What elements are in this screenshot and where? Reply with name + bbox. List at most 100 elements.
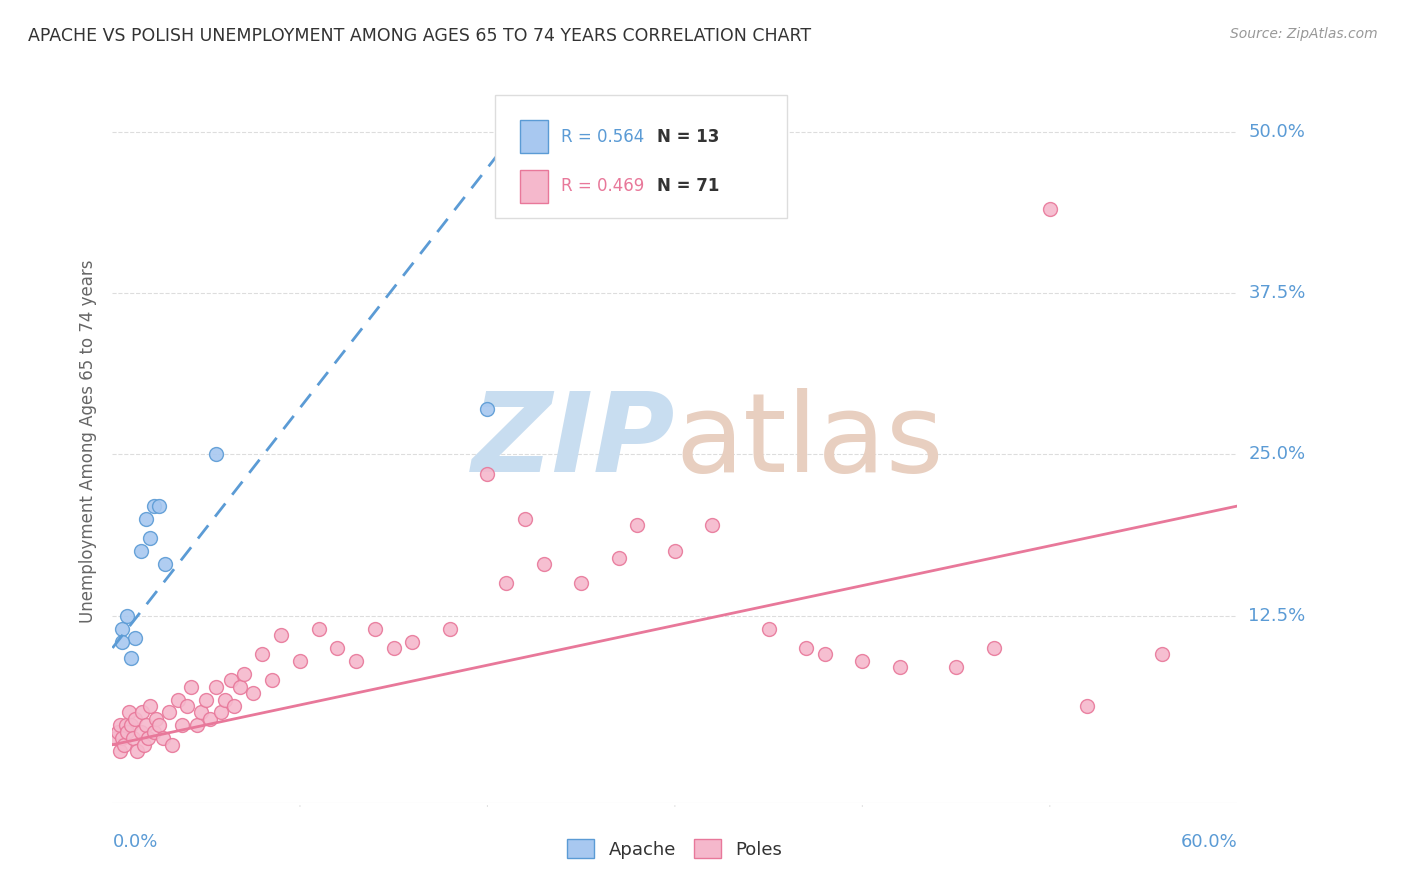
Point [111,622,134,636]
Point [120,651,142,665]
Point [814,648,837,662]
Point [167,692,190,706]
Point [439,622,461,636]
Point [477,467,499,481]
Point [122,731,145,746]
Point [232,666,254,681]
Point [209,706,232,720]
Point [198,712,221,726]
Point [607,550,630,565]
Point [148,499,170,513]
Point [219,673,242,688]
Text: 50.0%: 50.0% [1249,123,1305,141]
Text: APACHE VS POLISH UNEMPLOYMENT AMONG AGES 65 TO 74 YEARS CORRELATION CHART: APACHE VS POLISH UNEMPLOYMENT AMONG AGES… [28,27,811,45]
Text: 60.0%: 60.0% [1181,833,1237,851]
Point [794,640,817,655]
Point [664,544,686,558]
Point [111,731,134,746]
Point [1039,202,1062,217]
Text: N = 13: N = 13 [657,128,720,145]
Point [1076,699,1098,714]
Point [152,731,174,746]
Point [114,718,136,732]
Point [136,731,159,746]
Point [142,724,165,739]
Point [190,706,212,720]
Point [401,634,423,648]
Point [983,640,1005,655]
Point [170,718,193,732]
Point [135,718,157,732]
Point [758,622,780,636]
Point [945,660,967,674]
Point [129,544,152,558]
Point [382,640,405,655]
Text: N = 71: N = 71 [657,178,720,195]
Point [224,699,246,714]
Point [108,718,131,732]
Point [513,512,536,526]
Point [139,699,162,714]
Point [134,738,156,752]
Text: 12.5%: 12.5% [1249,607,1306,624]
Point [1152,648,1174,662]
Point [702,518,724,533]
Point [889,660,911,674]
Text: R = 0.469: R = 0.469 [561,178,644,195]
Point [162,738,184,752]
Point [569,576,592,591]
Point [176,699,198,714]
Point [111,634,134,648]
Point [229,680,252,694]
Point [108,744,131,758]
Text: 37.5%: 37.5% [1249,285,1306,302]
Point [125,744,148,758]
Point [204,680,226,694]
Point [495,576,517,591]
Point [139,531,162,545]
Point [148,718,170,732]
Point [308,622,330,636]
Text: R = 0.564: R = 0.564 [561,128,644,145]
FancyBboxPatch shape [520,170,548,202]
Point [214,692,236,706]
Point [364,622,387,636]
Point [195,692,218,706]
Point [180,680,202,694]
Point [626,518,648,533]
Point [157,706,180,720]
Text: ZIP: ZIP [471,388,675,495]
Point [118,706,141,720]
Point [242,686,264,700]
FancyBboxPatch shape [495,95,787,218]
Point [124,631,146,645]
Point [120,718,142,732]
Text: atlas: atlas [675,388,943,495]
Point [260,673,283,688]
Y-axis label: Unemployment Among Ages 65 to 74 years: Unemployment Among Ages 65 to 74 years [79,260,97,624]
Text: 25.0%: 25.0% [1249,445,1306,464]
Point [112,738,135,752]
Point [124,712,146,726]
Point [270,628,292,642]
Point [129,724,152,739]
Point [145,712,167,726]
Point [107,724,129,739]
Point [135,512,157,526]
Point [117,724,139,739]
Point [326,640,349,655]
Point [186,718,208,732]
Point [851,654,873,668]
Text: Source: ZipAtlas.com: Source: ZipAtlas.com [1230,27,1378,41]
Text: 0.0%: 0.0% [112,833,157,851]
Point [131,706,153,720]
FancyBboxPatch shape [520,120,548,153]
Point [288,654,311,668]
Point [153,557,176,571]
Point [204,447,226,461]
Point [117,608,139,623]
Point [344,654,367,668]
Point [142,499,165,513]
Legend: Apache, Poles: Apache, Poles [560,832,790,866]
Point [477,402,499,417]
